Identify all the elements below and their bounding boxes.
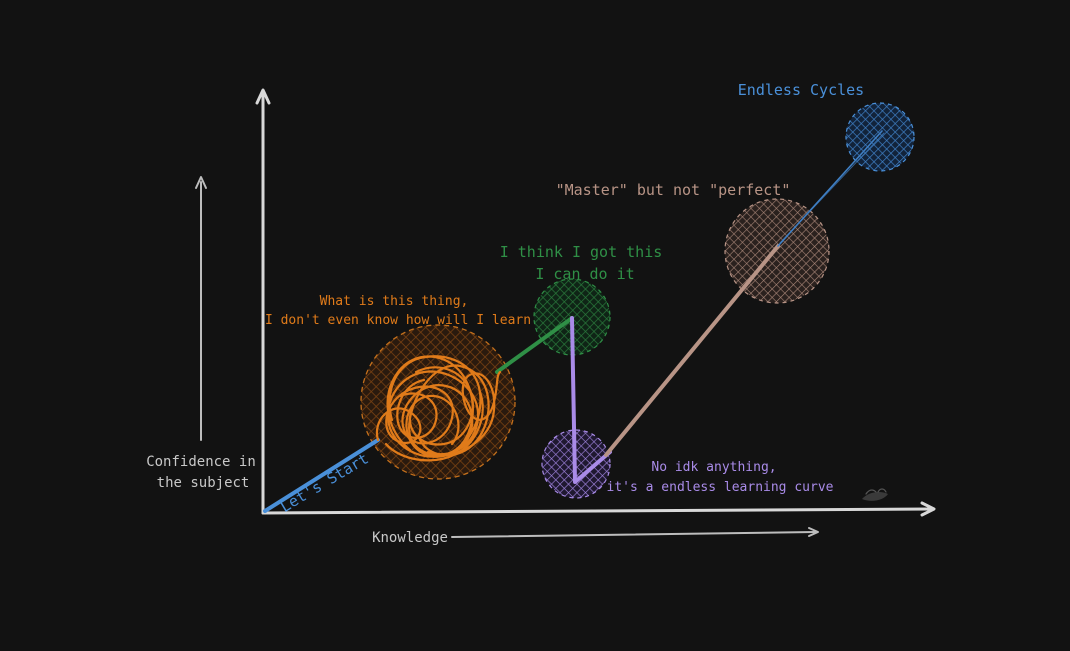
master-label: "Master" but not "perfect" [556,181,791,199]
knowledge-arrow [451,527,819,538]
confused-label-line2: I don't even know how will I learn [265,313,531,328]
confidence-segment [495,316,574,374]
y-axis [255,88,271,515]
x-axis-label: Knowledge [372,530,448,546]
confused-label-line1: What is this thing, [320,294,469,309]
tangled-scribble [375,355,502,462]
endless-label: Endless Cycles [738,81,864,99]
start-segment [263,438,380,513]
confident-label-line1: I think I got this [500,243,663,261]
y-axis-label-line2: the subject [157,475,250,491]
mastery-segment [604,244,780,457]
humbled-label-line2: it's a endless learning curve [607,480,834,495]
humbled-segment [570,316,612,484]
humbled-label-line1: No idk anything, [651,460,776,475]
x-axis [261,501,936,517]
signature-mark [862,488,888,501]
y-axis-label-line1: Confidence in [146,454,256,470]
confident-label-line2: I can do it [535,265,634,283]
master-bubble [724,198,830,304]
confidence-arrow [195,176,207,441]
start-label: Let's Start [277,449,371,516]
